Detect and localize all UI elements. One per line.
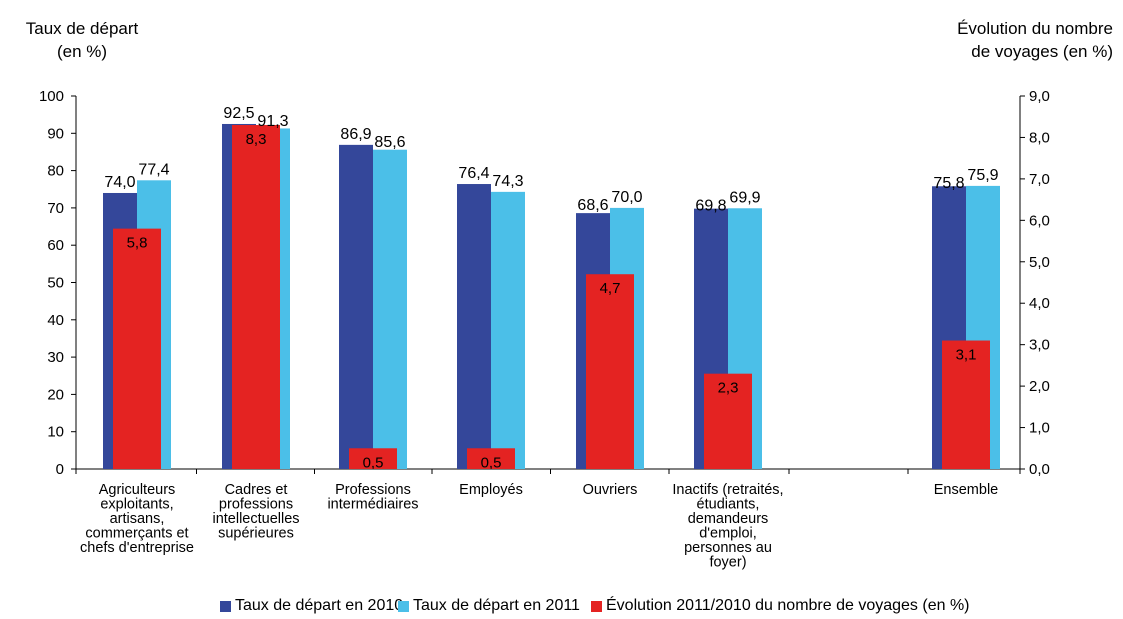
- y-right-tick-label: 8,0: [1029, 129, 1050, 146]
- legend-item-2011: Taux de départ en 2011: [398, 597, 580, 615]
- x-category-label: supérieures: [218, 526, 294, 542]
- data-label-2010: 76,4: [458, 165, 489, 182]
- x-category-label: Inactifs (retraités,: [672, 482, 783, 498]
- y-right-tick-label: 4,0: [1029, 295, 1050, 312]
- x-category-label: Ensemble: [934, 482, 998, 498]
- y-left-tick-label: 40: [47, 312, 64, 329]
- y-left-tick-label: 100: [39, 88, 64, 105]
- bar-2011: [373, 149, 407, 469]
- bar-evolution: [232, 125, 280, 469]
- data-label-evolution: 8,3: [246, 131, 267, 148]
- data-label-2011: 77,4: [138, 161, 169, 178]
- right-axis-title: Évolution du nombre de voyages (en %): [853, 17, 1113, 63]
- left-axis-title: Taux de départ (en %): [8, 17, 156, 63]
- data-label-2011: 70,0: [611, 189, 642, 206]
- left-axis-title-line-2: (en %): [56, 42, 108, 61]
- data-label-evolution: 4,7: [600, 280, 621, 297]
- x-category-label: commerçants et: [85, 526, 188, 542]
- y-left-tick-label: 10: [47, 424, 64, 441]
- data-label-2010: 86,9: [340, 126, 371, 143]
- legend-item-2010: Taux de départ en 2010: [220, 597, 403, 615]
- bar-chart: 0 10 20 30 40 50 60 70 80 90 100 0,0 1,0 2,0 3,0 4,0 5,0…: [39, 88, 1050, 571]
- x-category-label: Agriculteurs: [99, 482, 176, 498]
- legend-label-evolution: Évolution 2011/2010 du nombre de voyages…: [606, 597, 970, 614]
- data-label-2011: 85,6: [374, 134, 405, 151]
- y-left-tick-label: 60: [47, 237, 64, 254]
- chart-legend: Taux de départ en 2010 Taux de départ en…: [0, 597, 1123, 619]
- bar-evolution: [704, 373, 752, 469]
- x-category-label: personnes au: [684, 540, 772, 556]
- x-category-label: d'emploi,: [699, 526, 757, 542]
- bar-evolution: [113, 228, 161, 469]
- x-category-label: étudiants,: [697, 497, 760, 513]
- data-label-2011: 75,9: [967, 167, 998, 184]
- x-category-label: Cadres et: [225, 482, 288, 498]
- x-category-label: Employés: [459, 482, 523, 498]
- y-right-tick-label: 0,0: [1029, 461, 1050, 478]
- legend-swatch-2011: [398, 600, 409, 612]
- x-category-label: demandeurs: [688, 511, 769, 527]
- y-right-tick-label: 1,0: [1029, 420, 1050, 437]
- data-label-2010: 68,6: [577, 197, 608, 214]
- data-label-evolution: 0,5: [363, 454, 384, 471]
- x-category-label: chefs d'entreprise: [80, 540, 194, 556]
- bar-evolution: [586, 274, 634, 469]
- legend-label-2011: Taux de départ en 2011: [413, 597, 580, 614]
- x-category-label: Ouvriers: [583, 482, 638, 498]
- y-left-tick-label: 90: [47, 125, 64, 142]
- left-axis-title-line-1: Taux de départ: [25, 19, 139, 38]
- bar-evolution: [467, 448, 515, 469]
- x-category-label: Professions: [335, 482, 411, 498]
- data-label-2011: 91,3: [257, 113, 288, 130]
- y-right-tick-label: 7,0: [1029, 171, 1050, 188]
- legend-label-2010: Taux de départ en 2010: [235, 597, 404, 614]
- y-left-tick-label: 50: [47, 275, 64, 292]
- x-category-label: exploitants,: [100, 497, 173, 513]
- y-left-tick-label: 20: [47, 386, 64, 403]
- right-axis-title-line-2: de voyages (en %): [971, 42, 1113, 61]
- data-label-evolution: 0,5: [481, 454, 502, 471]
- bar-evolution: [942, 340, 990, 469]
- data-label-2011: 69,9: [729, 189, 760, 206]
- y-right-tick-label: 6,0: [1029, 212, 1050, 229]
- bar-2010: [457, 184, 491, 469]
- x-category-label: professions: [219, 497, 293, 513]
- legend-item-evolution: Évolution 2011/2010 du nombre de voyages…: [591, 597, 970, 615]
- data-label-2010: 74,0: [104, 174, 135, 191]
- bar-2010: [339, 144, 373, 469]
- data-label-2011: 74,3: [492, 173, 523, 190]
- data-label-2010: 69,8: [695, 197, 726, 214]
- y-left-tick-label: 0: [56, 461, 64, 478]
- legend-swatch-evolution: [591, 600, 602, 612]
- data-label-2010: 92,5: [223, 105, 254, 122]
- data-label-2010: 75,8: [933, 175, 964, 192]
- x-category-label: intellectuelles: [212, 511, 299, 527]
- y-left-tick-label: 80: [47, 163, 64, 180]
- data-label-evolution: 2,3: [718, 380, 739, 397]
- legend-swatch-2010: [220, 600, 231, 612]
- x-category-label: foyer): [709, 555, 746, 571]
- x-category-label: artisans,: [110, 511, 165, 527]
- y-right-tick-label: 9,0: [1029, 88, 1050, 105]
- y-right-tick-label: 3,0: [1029, 337, 1050, 354]
- y-left-tick-label: 30: [47, 349, 64, 366]
- x-category-label: intermédiaires: [327, 497, 418, 513]
- bar-2011: [491, 191, 525, 469]
- y-right-tick-label: 5,0: [1029, 254, 1050, 271]
- y-right-tick-label: 2,0: [1029, 378, 1050, 395]
- y-left-tick-label: 70: [47, 200, 64, 217]
- data-label-evolution: 3,1: [956, 347, 977, 364]
- bar-evolution: [349, 448, 397, 469]
- right-axis-title-line-1: Évolution du nombre: [957, 19, 1113, 38]
- data-label-evolution: 5,8: [127, 235, 148, 252]
